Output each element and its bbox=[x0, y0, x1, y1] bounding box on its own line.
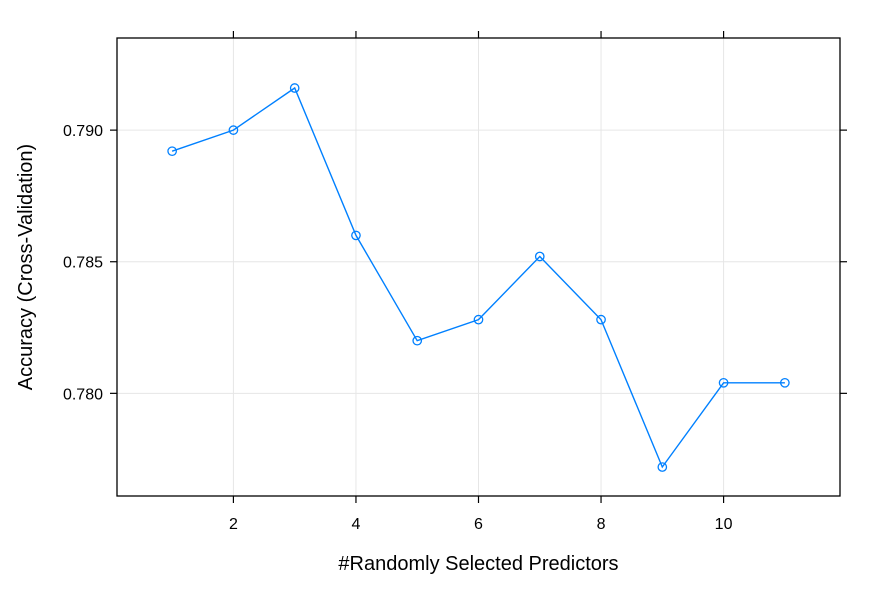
axis-ticks bbox=[110, 31, 847, 503]
data-point bbox=[351, 230, 361, 241]
x-tick-label: 2 bbox=[229, 516, 238, 533]
data-point bbox=[657, 462, 668, 472]
tick-labels: 2 4 6 8 10 0.780 0.785 0.790 bbox=[63, 123, 733, 533]
data-point bbox=[167, 146, 177, 157]
data-point bbox=[534, 251, 545, 262]
x-tick-label: 10 bbox=[715, 516, 733, 533]
x-tick-label: 8 bbox=[597, 516, 606, 533]
x-tick-label: 6 bbox=[474, 516, 483, 533]
y-tick-label: 0.780 bbox=[63, 386, 103, 403]
data-point bbox=[289, 83, 300, 93]
y-axis-title: Accuracy (Cross-Validation) bbox=[15, 144, 37, 390]
x-axis-title: #Randomly Selected Predictors bbox=[338, 553, 618, 575]
series-group bbox=[167, 83, 790, 472]
data-point bbox=[228, 125, 239, 135]
y-tick-label: 0.790 bbox=[63, 123, 103, 140]
grid-lines bbox=[117, 38, 840, 496]
x-tick-label: 4 bbox=[352, 516, 361, 533]
series-line bbox=[171, 86, 785, 469]
data-point bbox=[473, 314, 484, 325]
data-point bbox=[780, 377, 790, 388]
data-point bbox=[412, 335, 423, 346]
data-point bbox=[718, 377, 729, 388]
y-tick-label: 0.785 bbox=[63, 255, 103, 272]
data-point bbox=[596, 314, 606, 325]
